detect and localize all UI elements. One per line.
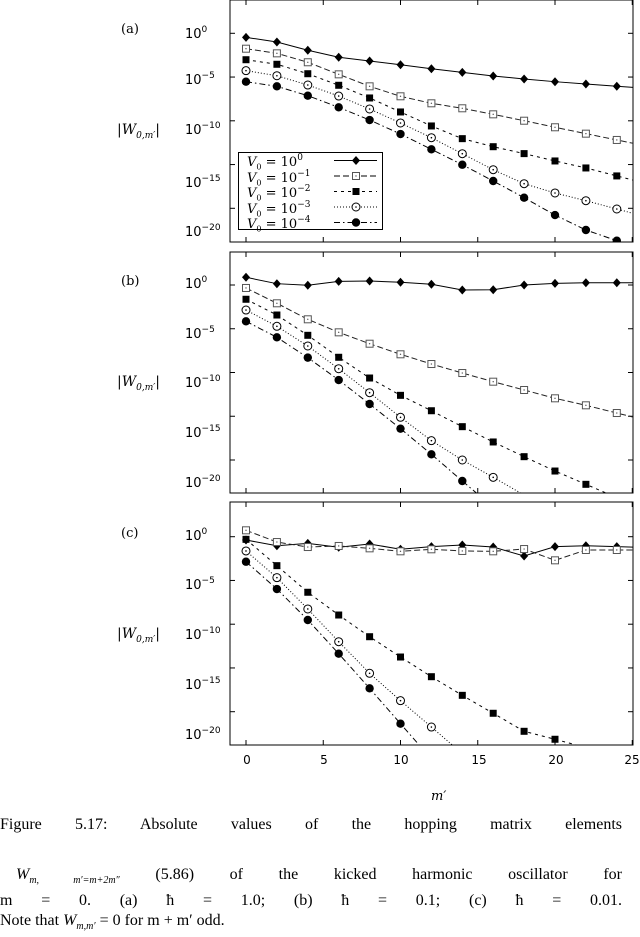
xtick-25: 25: [624, 753, 640, 767]
panel-a-tag: (a): [121, 22, 139, 37]
legend-label: V0 = 10−1: [247, 168, 311, 188]
panel-b-tag: (b): [121, 274, 140, 289]
plot-frame: [229, 501, 634, 746]
series-line: [245, 287, 633, 418]
panel-b-ylabel: |W0,m′|: [117, 374, 160, 393]
xtick-10: 10: [393, 753, 409, 767]
panel-c-ytick-0: 100: [185, 527, 208, 544]
series-line: [245, 59, 633, 181]
legend-label: V0 = 10−4: [247, 215, 311, 234]
panel-b-ytick-2: 10−10: [185, 374, 221, 391]
legend-samples: [334, 156, 377, 227]
panel-c-ylabel: |W0,m′|: [117, 626, 160, 645]
panel-c-ytick-1: 10−5: [185, 576, 215, 593]
panel-a-ytick-3: 10−15: [185, 174, 221, 191]
xtick-15: 15: [471, 753, 487, 767]
panel-b-ytick-4: 10−20: [185, 474, 221, 491]
panel-a-ytick-0: 100: [185, 25, 208, 42]
series-line: [245, 529, 633, 561]
panel-a-ytick-4: 10−20: [185, 223, 221, 240]
legend: V0 = 100 V0 = 10−1 V0 = 10−2 V0 = 10−3 V…: [238, 152, 383, 234]
legend-label: V0 = 100: [247, 153, 303, 172]
panel-b-ytick-1: 10−5: [185, 325, 215, 342]
caption-line-4: Note that Wm,m′ = 0 for m + m′ odd.: [0, 912, 225, 933]
series-line: [245, 320, 478, 493]
figure-caption-cont: Wm, m′=m+2m″ (5.86) of the kicked harmon…: [0, 865, 622, 937]
panel-a-ylabel: |W0,m′|: [117, 122, 160, 141]
legend-item: V0 = 10−2: [239, 184, 382, 203]
panel-c-ytick-4: 10−20: [185, 726, 221, 743]
series-line: [245, 36, 633, 88]
panel-b-plot: [229, 251, 634, 494]
series-line: [245, 561, 420, 745]
series-line: [245, 539, 633, 557]
legend-label: V0 = 10−2: [247, 184, 311, 203]
panel-b-ytick-3: 10−15: [185, 424, 221, 441]
series-line: [245, 48, 633, 144]
caption-line-2: Wm, m′=m+2m″ (5.86) of the kicked harmon…: [16, 866, 622, 887]
panel-c-ytick-2: 10−10: [185, 626, 221, 643]
series-line: [245, 298, 608, 493]
series-line: [245, 276, 633, 291]
panel-c-plot: [229, 501, 634, 746]
panel-b-ytick-0: 100: [185, 275, 208, 292]
panel-c-tag: (c): [121, 526, 139, 541]
panel-a-ytick-1: 10−5: [185, 71, 215, 88]
series-line: [245, 70, 633, 214]
panel-a-ytick-2: 10−10: [185, 121, 221, 138]
panel-c-ytick-3: 10−15: [185, 676, 221, 693]
figure-canvas: [229, 0, 634, 746]
xtick-5: 5: [320, 753, 328, 767]
x-axis-label: m′: [431, 789, 447, 804]
series-line: [245, 81, 623, 242]
caption-line-3: m = 0. (a) ħ = 1.0; (b) ħ = 0.1; (c) ħ =…: [0, 892, 622, 910]
legend-label: V0 = 10−3: [247, 199, 311, 219]
legend-item: V0 = 10−4: [239, 215, 382, 234]
caption-line-1: Figure 5.17: Absolute values of the hopp…: [0, 816, 622, 833]
xtick-20: 20: [548, 753, 564, 767]
legend-item: V0 = 100: [239, 153, 382, 172]
figure-caption: Figure 5.17: Absolute values of the hopp…: [0, 815, 622, 835]
legend-item: V0 = 10−3: [239, 199, 382, 219]
legend-item: V0 = 10−1: [239, 168, 382, 188]
series-line: [245, 309, 522, 493]
xtick-0: 0: [243, 753, 251, 767]
panel-a-plot: [229, 0, 634, 243]
